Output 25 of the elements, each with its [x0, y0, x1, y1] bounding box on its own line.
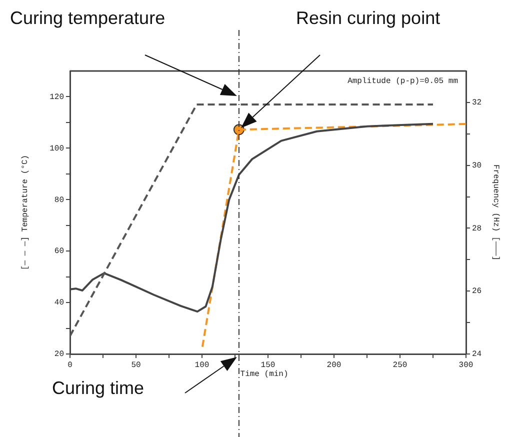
- y2-tick-label: 28: [472, 224, 482, 234]
- y-tick-label: 80: [54, 196, 64, 205]
- y2-tick-label: 24: [472, 350, 482, 360]
- text: Resin curing point: [296, 8, 440, 29]
- x-axis-title: Time (min): [240, 370, 288, 380]
- y2-tick-label: 26: [472, 287, 482, 296]
- y-axis-title: [— — —] Temperature (°C): [20, 154, 30, 270]
- x-tick-label: 150: [260, 360, 276, 370]
- x-tick-label: 300: [458, 360, 474, 370]
- y2-axis-title: Frequency (Hz) [———]: [491, 164, 500, 261]
- x-tick-label: 50: [131, 360, 141, 370]
- y2-tick-label: 30: [472, 161, 482, 170]
- x-tick-label: 200: [326, 360, 342, 370]
- x-tick-label: 0: [68, 360, 73, 370]
- x-tick-label: 250: [392, 360, 408, 370]
- y-tick-label: 20: [54, 350, 64, 360]
- y2-tick-label: 32: [472, 98, 482, 108]
- y-tick-label: 100: [50, 144, 64, 154]
- x-tick-label: 100: [194, 360, 210, 370]
- y-tick-label: 40: [54, 298, 64, 308]
- text: Curing time: [52, 378, 144, 399]
- annotation: Amplitude (p-p)=0.05 mm: [348, 77, 458, 86]
- text: Curing temperature: [10, 8, 166, 29]
- y-tick-label: 120: [50, 92, 64, 102]
- y-tick-label: 60: [54, 247, 64, 256]
